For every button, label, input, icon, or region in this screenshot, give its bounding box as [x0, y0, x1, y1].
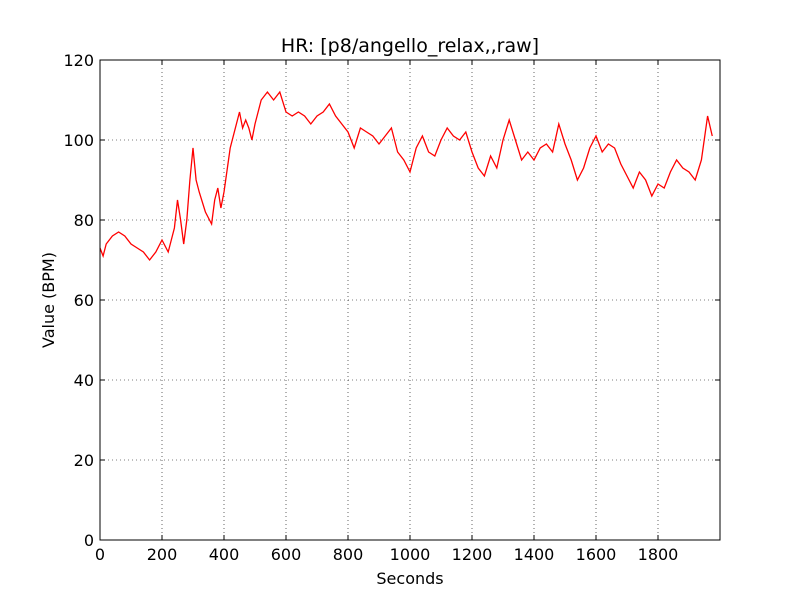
x-tick-label: 400: [209, 545, 240, 564]
x-tick-label: 1400: [514, 545, 555, 564]
y-tick-label: 40: [74, 371, 94, 390]
chart-title: HR: [p8/angello_relax,,raw]: [281, 35, 539, 57]
y-tick-label: 100: [63, 131, 94, 150]
y-tick-label: 0: [84, 531, 94, 550]
x-tick-label: 1800: [638, 545, 679, 564]
x-tick-label: 200: [147, 545, 178, 564]
x-tick-label: 800: [333, 545, 364, 564]
y-tick-label: 60: [74, 291, 94, 310]
x-axis-label: Seconds: [376, 569, 443, 588]
plot-frame: [99, 59, 721, 541]
y-tick-label: 20: [74, 451, 94, 470]
data-line: [99, 90, 713, 262]
x-tick-label: 1000: [390, 545, 431, 564]
x-tick-label: 1600: [576, 545, 617, 564]
x-tick-label: 1200: [452, 545, 493, 564]
y-axis-label: Value (BPM): [39, 252, 58, 348]
y-tick-label: 80: [74, 211, 94, 230]
x-tick-label: 600: [271, 545, 302, 564]
y-tick-label: 120: [63, 51, 94, 70]
x-tick-label: 0: [95, 545, 105, 564]
